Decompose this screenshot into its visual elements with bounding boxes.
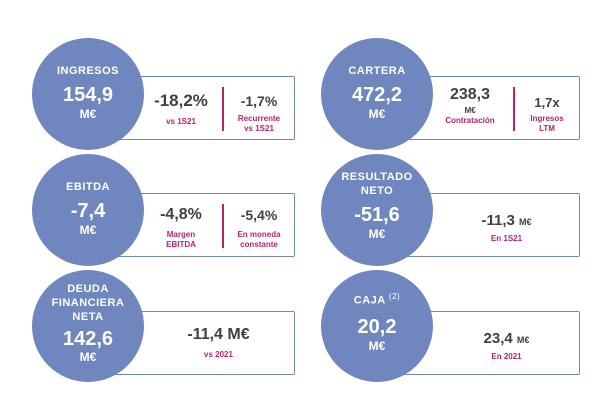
metric-value: 1,7x (534, 95, 560, 110)
kpi-title-row: CAJA (2) (321, 290, 433, 308)
kpi-value: 154,9 (62, 84, 114, 106)
divider (222, 87, 224, 131)
metric-value: -4,8% (160, 206, 202, 223)
metric-value: -1,7% (240, 93, 278, 109)
metric-value-row: -11,3 M€ (434, 212, 579, 229)
footnote-marker: (2) (388, 292, 401, 301)
metric-value: -5,4% (240, 207, 278, 223)
metric-label: LTM (539, 124, 555, 133)
kpi-title: DEUDA (67, 283, 109, 295)
kpi-unit: M€ (368, 107, 386, 121)
metric-cell: 238,3 M€ Contratación (428, 77, 512, 139)
metric-label: En 1S21 (490, 234, 523, 243)
metric-cell: -4,8% Margen EBITDA (141, 194, 221, 256)
metric-cell: -11,3 M€ En 1S21 (434, 194, 579, 256)
kpi-value: -7,4 (70, 200, 106, 222)
kpi-circle: RESULTADO NETO -51,6 M€ (321, 154, 433, 266)
kpi-unit: M€ (79, 223, 97, 237)
metric-label: vs 2021 (204, 350, 233, 359)
divider (513, 87, 515, 131)
kpi-value: 20,2 (357, 316, 397, 338)
metric-label: Margen (166, 230, 196, 239)
kpi-title: CAJA (353, 294, 386, 307)
kpi-title: NETO (360, 185, 394, 197)
metric-cell: -18,2% vs 1S21 (141, 77, 221, 139)
metric-value-row: 23,4 M€ (434, 330, 579, 347)
kpi-unit: M€ (79, 107, 97, 121)
kpi-unit: M€ (79, 350, 97, 364)
divider (222, 204, 224, 248)
kpi-title: FINANCIERA (51, 297, 125, 309)
kpi-circle: DEUDA FINANCIERA NETA 142,6 M€ (32, 270, 144, 382)
kpi-title: RESULTADO (341, 171, 413, 183)
kpi-unit: M€ (368, 227, 386, 241)
metric-label: vs 1S21 (166, 117, 196, 126)
metric-cell: 23,4 M€ En 2021 (434, 312, 579, 374)
kpi-title: CARTERA (348, 65, 406, 77)
metric-label: En moneda (237, 230, 281, 239)
kpi-circle: EBITDA -7,4 M€ (32, 154, 144, 266)
metric-unit: M€ (516, 335, 530, 345)
kpi-circle: INGRESOS 154,9 M€ (32, 38, 144, 150)
metric-label: Contratación (445, 116, 495, 125)
metric-label: vs 1S21 (244, 124, 274, 133)
kpi-value: -51,6 (354, 204, 400, 226)
metric-label: En 2021 (491, 352, 522, 361)
metric-label: constante (240, 240, 278, 249)
kpi-title: NETA (72, 311, 104, 323)
metric-value: 23,4 (483, 330, 513, 347)
kpi-circle: CARTERA 472,2 M€ (321, 38, 433, 150)
metric-cell: -11,4 M€ vs 2021 (143, 312, 294, 374)
metric-unit: M€ (519, 217, 532, 227)
kpi-title: EBITDA (66, 181, 110, 193)
metric-label: Recurrente (237, 114, 281, 123)
metric-value: -11,4 M€ (187, 326, 250, 343)
metric-cell: 1,7x Ingresos LTM (515, 77, 579, 139)
kpi-circle: CAJA (2) 20,2 M€ (321, 270, 433, 382)
metric-value: -18,2% (154, 91, 208, 110)
metric-cell: -1,7% Recurrente vs 1S21 (224, 77, 294, 139)
metric-label: Ingresos (530, 114, 564, 123)
kpi-unit: M€ (368, 339, 386, 353)
metric-value: -11,3 (481, 212, 515, 229)
metric-unit: M€ (464, 106, 476, 115)
kpi-title: INGRESOS (56, 65, 120, 77)
kpi-value: 472,2 (351, 84, 403, 106)
metric-value: 238,3 (449, 86, 491, 103)
metric-label: EBITDA (166, 240, 196, 249)
kpi-value: 142,6 (62, 328, 114, 350)
metric-cell: -5,4% En moneda constante (224, 194, 294, 256)
